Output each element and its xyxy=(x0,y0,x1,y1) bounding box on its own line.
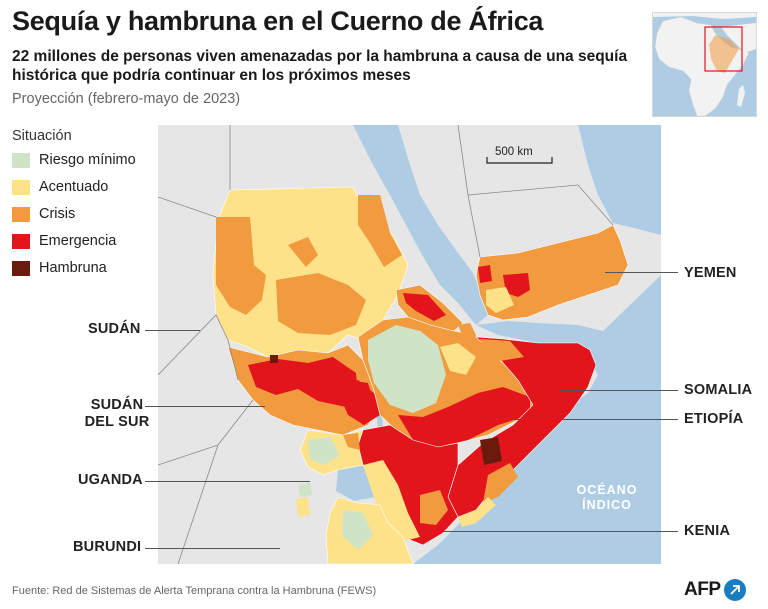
region-somalia-famine xyxy=(480,437,502,465)
region-yemen-emergency-2 xyxy=(503,273,530,297)
label-uganda: UGANDA xyxy=(78,472,143,488)
region-somalia-stressed-coast xyxy=(458,497,496,527)
main-map xyxy=(158,125,661,564)
region-ethiopia-stressed xyxy=(440,343,476,375)
leader-burundi xyxy=(145,548,280,549)
scale-label: 500 km xyxy=(495,146,533,158)
main-map-svg xyxy=(158,125,661,564)
inset-madagascar xyxy=(737,85,745,107)
region-sudan-crisis-north xyxy=(358,195,402,267)
border-drc xyxy=(158,399,254,564)
inset-africa xyxy=(654,16,750,116)
region-sudan-crisis-center xyxy=(276,273,366,335)
region-uganda-minimal-risk xyxy=(308,437,340,465)
region-yemen-stressed xyxy=(486,287,514,313)
inset-arabia xyxy=(721,23,756,53)
leader-ethiopia xyxy=(480,419,678,420)
region-ethiopia-emergency-south xyxy=(398,387,530,447)
region-kenya-crisis xyxy=(420,490,448,525)
region-sudan-crisis-patch xyxy=(288,237,318,267)
label-burundi: BURUNDI xyxy=(73,539,142,555)
label-kenya: KENIA xyxy=(684,523,731,539)
sea-gulf-aden-indian-ocean xyxy=(413,275,661,564)
region-tanzania-minimal-risk xyxy=(342,510,373,550)
sea-north-right xyxy=(578,125,661,235)
leader-somalia xyxy=(560,390,678,391)
legend-swatch-stressed xyxy=(12,179,30,195)
locator-map-svg xyxy=(653,13,756,116)
region-ethiopia-emergency-west xyxy=(348,380,376,425)
leader-sudan xyxy=(145,330,200,331)
ocean-label: OCÉANO ÍNDICO xyxy=(568,483,646,513)
label-south-sudan: SUDÁN DEL SUR xyxy=(82,397,152,431)
legend-item-stressed: Acentuado xyxy=(12,178,108,196)
border-saudi xyxy=(457,125,614,258)
label-south-sudan-line2: DEL SUR xyxy=(84,414,150,430)
legend-item-minimal-risk: Riesgo mínimo xyxy=(12,151,136,169)
source-note: Fuente: Red de Sistemas de Alerta Tempra… xyxy=(12,585,377,597)
ocean-label-line2: ÍNDICO xyxy=(582,498,632,512)
border-egypt-libya xyxy=(158,125,231,218)
region-yemen-emergency xyxy=(478,265,492,283)
label-yemen: YEMEN xyxy=(684,265,737,281)
label-somalia: SOMALIA xyxy=(684,382,753,398)
leader-south-sudan xyxy=(145,406,265,407)
legend-item-emergency: Emergencia xyxy=(12,232,116,250)
label-ethiopia: ETIOPÍA xyxy=(684,411,744,427)
region-uganda-crisis-ne xyxy=(343,433,360,450)
afp-logo-arrow-icon xyxy=(729,585,740,595)
afp-logo-text: AFP xyxy=(684,579,721,600)
legend-title: Situación xyxy=(12,128,72,144)
legend-item-famine: Hambruna xyxy=(12,259,107,277)
page-title: Sequía y hambruna en el Cuerno de África xyxy=(12,6,544,36)
legend-swatch-famine xyxy=(12,260,30,276)
projection-period: Proyección (febrero-mayo de 2023) xyxy=(12,91,241,107)
region-sudan-crisis-west xyxy=(216,217,266,315)
inset-horn-highlight xyxy=(709,35,739,73)
legend-label-famine: Hambruna xyxy=(39,260,107,276)
locator-map xyxy=(652,12,757,117)
sea-red-sea xyxy=(353,125,488,325)
legend-label-minimal-risk: Riesgo mínimo xyxy=(39,152,136,168)
scale-bar xyxy=(486,157,553,164)
region-ethiopia-minimal-risk xyxy=(368,325,446,413)
legend-swatch-crisis xyxy=(12,206,30,222)
region-somalia-crisis-north xyxy=(480,339,524,361)
leader-uganda xyxy=(145,481,310,482)
ocean-label-line1: OCÉANO xyxy=(576,483,638,497)
legend-label-crisis: Crisis xyxy=(39,206,76,222)
legend-label-stressed: Acentuado xyxy=(39,179,109,195)
legend-swatch-emergency xyxy=(12,233,30,249)
legend-label-emergency: Emergencia xyxy=(39,233,117,249)
region-burundi xyxy=(296,497,310,517)
leader-yemen xyxy=(605,272,678,273)
region-djibouti xyxy=(458,323,476,339)
inset-highlight-box xyxy=(704,26,743,72)
label-south-sudan-line1: SUDÁN xyxy=(90,397,144,413)
region-rwanda xyxy=(298,483,312,497)
region-south-sudan-emergency xyxy=(248,357,358,407)
border-chad xyxy=(158,314,239,381)
page-subtitle: 22 millones de personas viven amenazadas… xyxy=(12,48,628,84)
legend-item-crisis: Crisis xyxy=(12,205,75,223)
region-yemen xyxy=(475,224,629,321)
afp-logo: AFP xyxy=(684,579,746,601)
label-sudan: SUDÁN xyxy=(88,321,141,337)
region-kenya-stressed xyxy=(363,460,420,541)
leader-kenya xyxy=(440,531,678,532)
legend-swatch-minimal-risk xyxy=(12,152,30,168)
afp-logo-circle-icon xyxy=(723,579,746,601)
inset-europe xyxy=(653,13,756,19)
region-eritrea-emergency xyxy=(403,293,446,321)
region-somalia-crisis-coast xyxy=(483,463,518,503)
region-south-sudan-famine-spot xyxy=(270,355,278,363)
